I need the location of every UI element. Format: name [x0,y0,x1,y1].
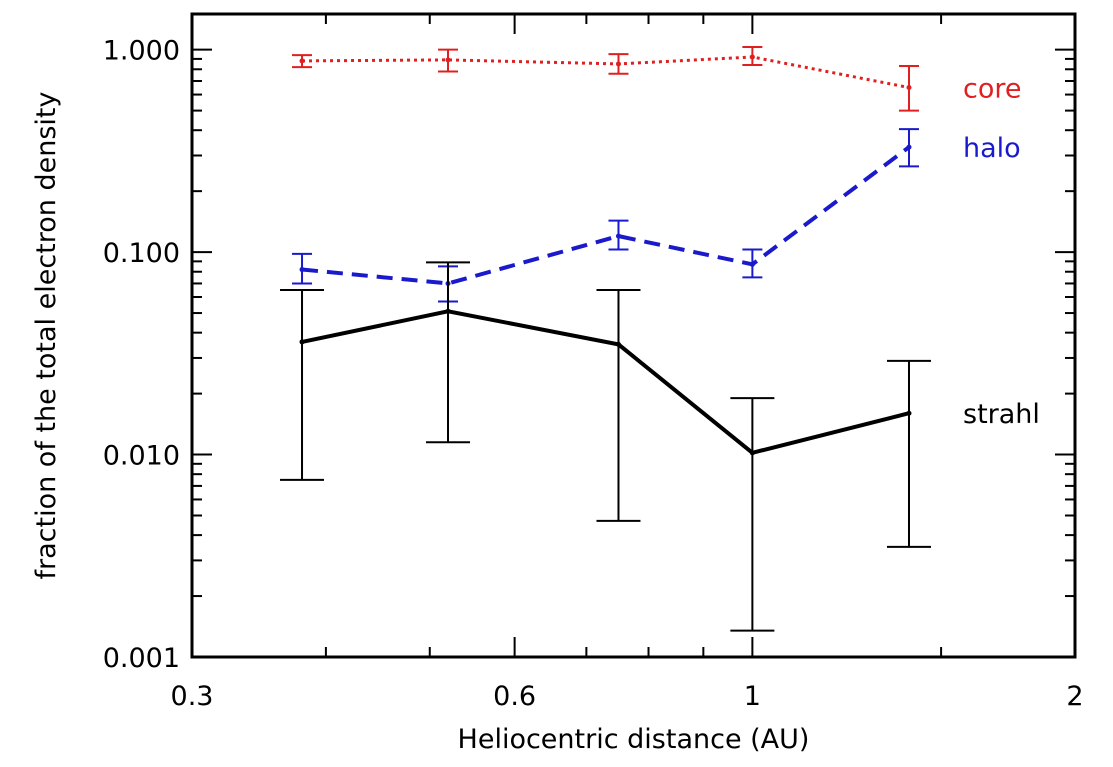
halo-point [299,267,305,273]
strahl-line [301,309,910,455]
halo-line [301,145,911,286]
core-error-bar [292,54,313,69]
series-label-halo: halo [963,133,1021,164]
y-tick-label: 0.010 [103,441,180,472]
series-layer [280,46,931,632]
core-point [615,61,621,67]
core-error-bar [898,65,919,112]
core-point [749,54,755,60]
x-tick-label: 0.6 [493,681,536,712]
x-tick-label: 2 [1066,681,1083,712]
core-line [302,55,910,89]
core-error-bar [608,53,629,75]
strahl-error-bar [426,261,471,444]
core-point [445,57,451,63]
strahl-point [299,339,305,345]
halo-error-bar [742,248,763,279]
strahl-point [906,410,912,416]
y-tick-label: 0.001 [103,643,180,674]
strahl-error-bar [886,359,931,548]
x-axis-title: Heliocentric distance (AU) [458,724,810,755]
strahl-error-bar [280,288,325,481]
series-label-strahl: strahl [963,399,1040,430]
strahl-point [615,341,621,347]
core-error-bar [742,46,763,66]
y-tick-label: 0.100 [103,238,180,269]
strahl-error-bar [730,397,775,632]
core-point [906,85,912,91]
halo-error-bar [898,128,919,168]
halo-point [749,261,755,267]
x-tick-label: 1 [744,681,761,712]
y-axis-title: fraction of the total electron density [31,91,62,579]
halo-point [906,144,912,150]
series-halo [292,128,919,303]
x-tick-label: 0.3 [171,681,214,712]
halo-error-bar [608,219,629,251]
halo-error-bar [292,252,313,285]
strahl-point [749,450,755,456]
series-label-core: core [963,74,1021,105]
y-tick-label: 1.000 [103,36,180,67]
axis-ticks [191,14,1076,658]
core-error-bar [438,48,459,73]
series-labels: core halo strahl [963,74,1040,431]
halo-point [615,233,621,239]
core-point [299,58,305,64]
strahl-error-bar [596,288,641,522]
strahl-point [445,308,451,314]
plot-frame [190,12,1077,659]
axis-tick-labels: 0.001 0.010 0.100 1.000 0.3 0.6 1 2 [103,36,1084,712]
series-core [292,46,919,112]
series-strahl [280,261,931,632]
